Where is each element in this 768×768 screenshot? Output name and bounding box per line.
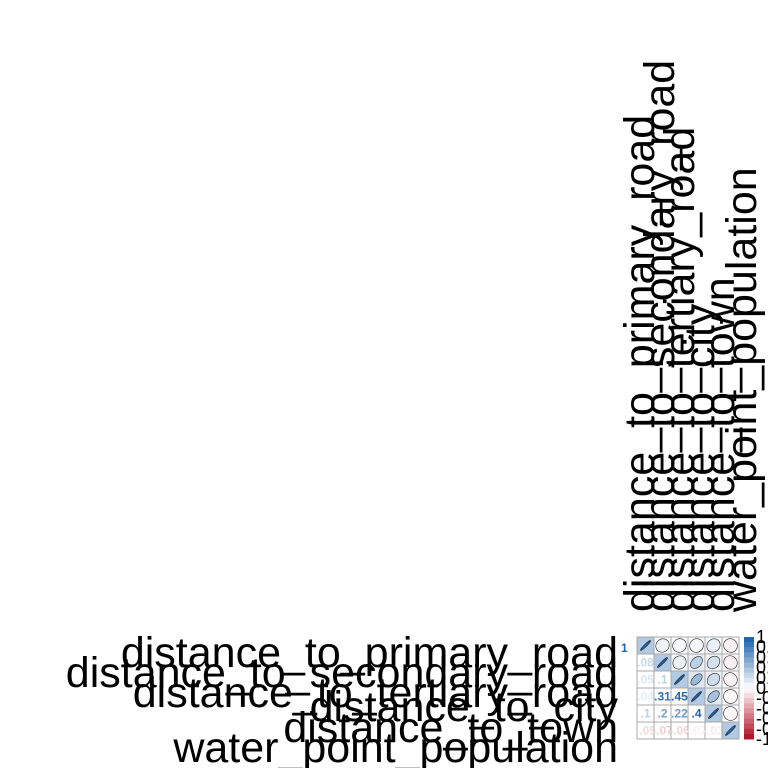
correlation-value: .22: [671, 707, 688, 721]
correlation-ellipse: [672, 655, 687, 670]
column-label: water_point_population: [718, 167, 766, 613]
column-label: distance_to_city: [676, 303, 724, 612]
legend-swatch: [744, 642, 754, 648]
legend-swatch: [744, 662, 754, 669]
correlation-ellipse: [689, 638, 704, 653]
correlation-value: .08: [637, 656, 654, 670]
legend-swatch: [744, 723, 754, 730]
row-labels: distance_to_primary_roaddistance_to_seco…: [66, 629, 619, 768]
legend-tick-label: -0.8: [756, 719, 768, 739]
legend-swatch: [744, 672, 754, 679]
legend-tick-label: -1: [756, 729, 768, 749]
legend-tick-label: 1: [756, 627, 766, 647]
row-label: distance_to_tertiary_road: [133, 669, 618, 717]
column-label: distance_to_primary_road: [616, 115, 664, 612]
legend-tick-label: 0.4: [756, 658, 768, 678]
legend-swatch: [744, 637, 754, 643]
correlation-ellipse: [640, 640, 651, 651]
correlation-ellipse: [723, 655, 738, 670]
correlation-value: .1: [657, 673, 667, 687]
legend-swatch: [744, 647, 754, 653]
correlation-ellipse: [723, 689, 738, 704]
legend-tick-label: -0.4: [756, 698, 768, 718]
correlation-value: -.05: [635, 724, 656, 738]
correlation-ellipse: [723, 672, 738, 687]
color-legend: 10.80.60.40.20-0.2-0.4-0.6-0.8-1: [744, 627, 768, 749]
correlation-value: -.07: [652, 724, 673, 738]
correlation-ellipse: [674, 674, 685, 685]
legend-tick-label: 0.2: [756, 668, 768, 688]
legend-swatch: [744, 698, 754, 704]
legend-tick-label: -0.2: [756, 688, 768, 708]
correlation-value: -.02: [686, 724, 707, 738]
column-label: distance_to_secondary_road: [636, 60, 684, 612]
column-labels: distance_to_primary_roaddistance_to_seco…: [616, 60, 766, 613]
legend-swatch: [744, 682, 754, 689]
column-label: distance_to_tertiary_road: [656, 127, 704, 612]
correlation-ellipse: [723, 638, 738, 653]
diagonal-label: 1: [621, 641, 628, 655]
correlation-grid: .08.05.1.04.31.45.1.2.22.4-.05-.07-.06-.…: [635, 636, 740, 740]
legend-swatch: [744, 667, 754, 674]
legend-swatch: [744, 677, 754, 684]
correlation-value: .05: [637, 673, 654, 687]
legend-tick-label: 0.6: [756, 647, 768, 667]
correlation-ellipse: [672, 638, 687, 653]
correlation-ellipse: [655, 638, 670, 653]
correlation-ellipse: [706, 655, 721, 670]
correlation-ellipse: [708, 708, 719, 719]
legend-swatch: [744, 708, 754, 714]
correlation-ellipse: [706, 672, 721, 687]
correlation-value: .04: [637, 690, 654, 704]
correlation-ellipse: [723, 706, 738, 721]
row-label: distance_to_city: [310, 683, 619, 731]
correlation-value: .4: [691, 707, 701, 721]
legend-swatch: [744, 713, 754, 720]
correlation-ellipse: [657, 657, 668, 668]
legend-swatch: [744, 657, 754, 663]
correlation-ellipse: [690, 673, 703, 686]
correlation-value: -.06: [669, 724, 690, 738]
legend-tick-label: -0.6: [756, 709, 768, 729]
correlation-value: .31: [654, 690, 671, 704]
legend-swatch: [744, 728, 754, 735]
correlation-value: .2: [657, 707, 667, 721]
correlation-ellipse: [725, 725, 736, 736]
legend-swatch: [744, 652, 754, 658]
legend-swatch: [744, 693, 754, 699]
correlation-ellipse: [691, 691, 702, 702]
legend-tick-label: 0: [756, 678, 766, 698]
correlation-value: .1: [640, 707, 650, 721]
row-label: distance_to_secondary_road: [66, 649, 618, 697]
correlation-ellipse: [707, 690, 720, 703]
correlation-value: -.03: [703, 724, 724, 738]
row-label: distance_to_town: [283, 704, 618, 752]
column-label: distance_to_town: [696, 277, 744, 612]
legend-swatch: [744, 718, 754, 725]
correlation-ellipse: [706, 638, 721, 653]
legend-tick-label: 0.8: [756, 637, 768, 657]
correlation-ellipse: [690, 656, 703, 669]
row-label: water_point_population: [172, 724, 618, 768]
legend-swatch: [744, 733, 754, 740]
row-label: distance_to_primary_road: [121, 629, 618, 677]
correlation-value: .45: [671, 690, 688, 704]
legend-swatch: [744, 703, 754, 709]
legend-swatch: [744, 688, 754, 694]
